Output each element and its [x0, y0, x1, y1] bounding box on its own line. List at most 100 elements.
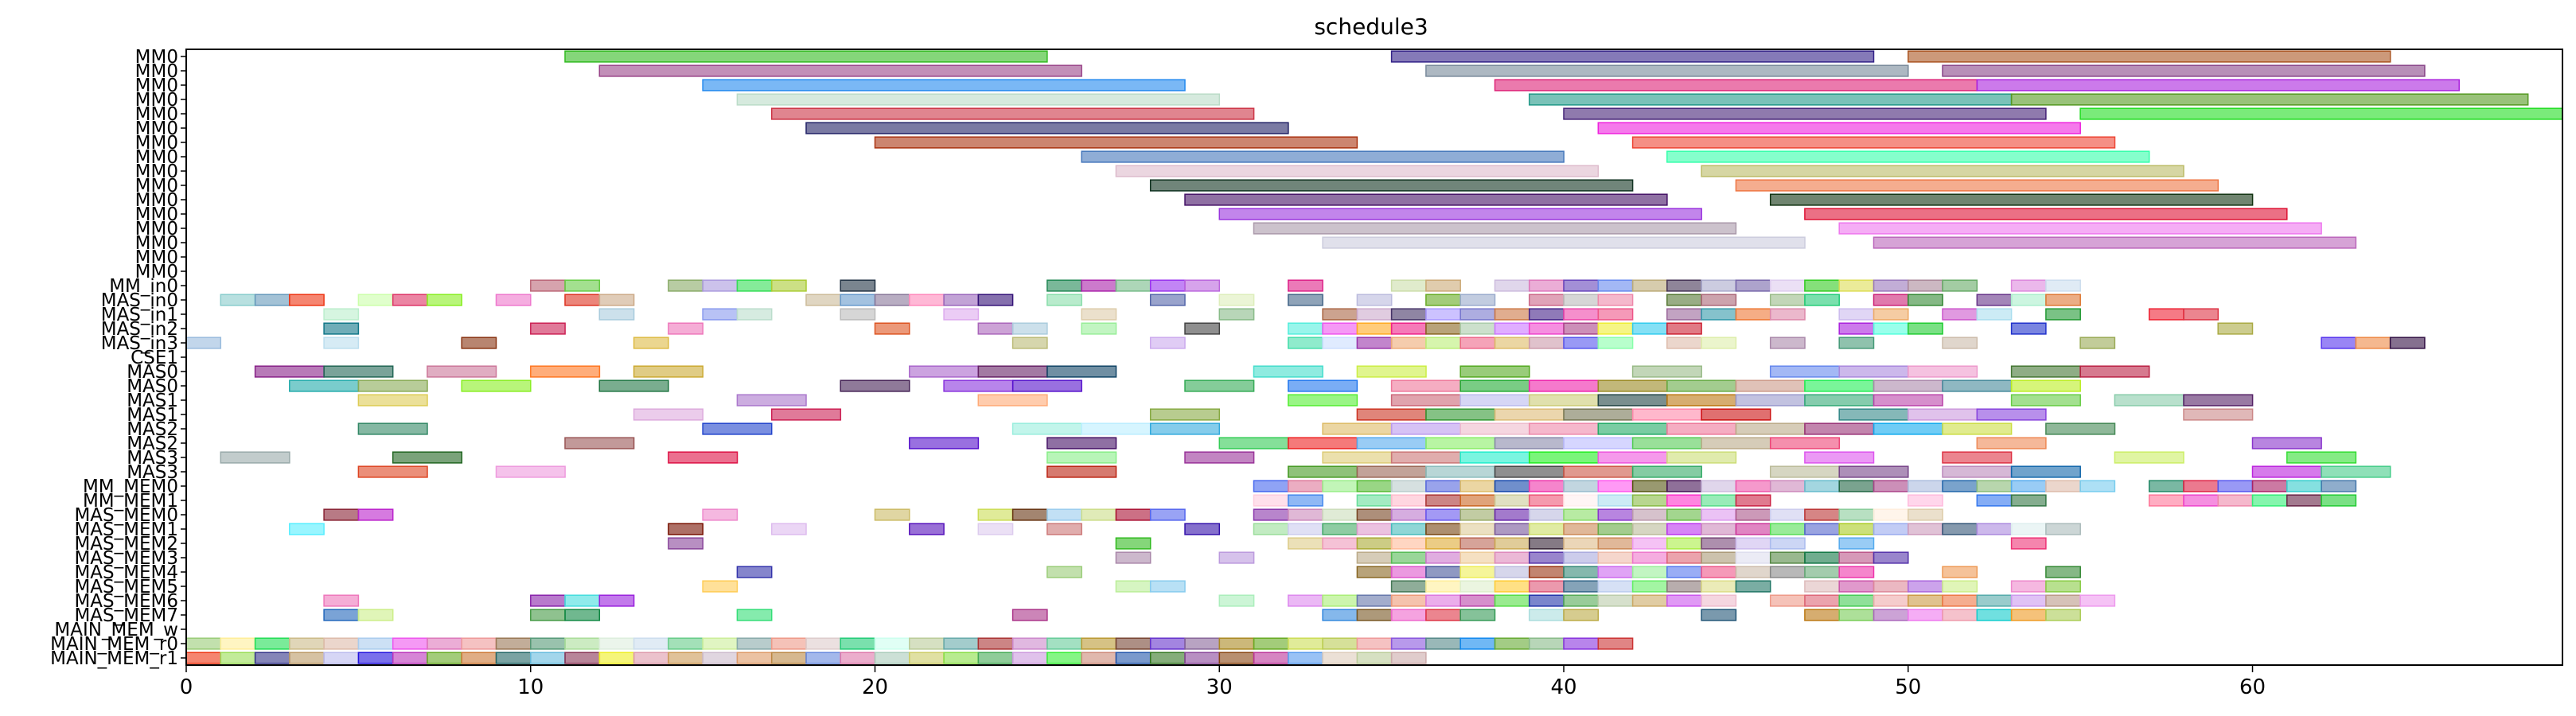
schedule-bar: [1666, 594, 1702, 607]
schedule-bar: [1873, 594, 1909, 607]
schedule-bar: [1597, 637, 1634, 650]
schedule-bar: [1838, 408, 1909, 421]
x-axis-ticks: 0 10 20 30 40 50 60: [180, 665, 2266, 699]
schedule-bar: [1563, 523, 1600, 535]
schedule-bar: [2217, 322, 2254, 335]
schedule-bar: [289, 652, 325, 664]
schedule-bar: [1011, 422, 1082, 435]
y-tick-label: MM0: [135, 90, 178, 111]
schedule-bar: [1081, 150, 1565, 163]
schedule-bar: [2217, 494, 2254, 507]
schedule-bar: [1494, 337, 1530, 349]
schedule-bar: [1322, 594, 1358, 607]
schedule-bar: [495, 652, 532, 664]
schedule-bar: [840, 279, 876, 292]
schedule-bar: [1494, 551, 1530, 564]
schedule-bar: [977, 523, 1014, 535]
schedule-bar: [1563, 551, 1600, 564]
schedule-bar: [495, 637, 532, 650]
schedule-bar: [1838, 222, 2322, 235]
schedule-bar: [564, 594, 601, 607]
schedule-bar: [1528, 637, 1565, 650]
schedule-bar: [1735, 551, 1771, 564]
schedule-bar: [461, 637, 497, 650]
schedule-bar: [1356, 408, 1427, 421]
schedule-bar: [1701, 551, 1737, 564]
schedule-bar: [1115, 508, 1152, 521]
schedule-bar: [1390, 637, 1427, 650]
schedule-bar: [1908, 508, 1943, 521]
schedule-bar: [1356, 508, 1393, 521]
schedule-bar: [254, 365, 325, 378]
schedule-bar: [1494, 566, 1530, 578]
schedule-bar: [2079, 337, 2116, 349]
schedule-bar: [1976, 308, 2013, 321]
schedule-bar: [1942, 451, 2013, 464]
y-tick-label: MAS_MEM5: [74, 577, 178, 597]
schedule-bar: [1563, 594, 1600, 607]
chart-title: schedule3: [1314, 14, 1428, 40]
schedule-bar: [1390, 379, 1461, 392]
schedule-bar: [1528, 508, 1565, 521]
schedule-bar: [598, 594, 635, 607]
schedule-bar: [1701, 494, 1737, 507]
schedule-bar: [1942, 308, 1978, 321]
schedule-bar: [220, 294, 256, 306]
schedule-bar: [1459, 294, 1496, 306]
schedule-bar: [2045, 480, 2081, 492]
schedule-bar: [702, 308, 739, 321]
schedule-bar: [1563, 308, 1600, 321]
y-tick-label: MAS1: [127, 391, 178, 411]
schedule-bar: [1804, 609, 1840, 621]
schedule-bar: [1425, 523, 1461, 535]
schedule-bar: [702, 637, 739, 650]
schedule-bar: [1011, 508, 1048, 521]
y-tick-label: MM0: [135, 104, 178, 125]
schedule-bar: [1459, 365, 1530, 378]
schedule-bar: [1976, 494, 2013, 507]
schedule-bar: [1218, 308, 1255, 321]
schedule-bar: [1390, 422, 1461, 435]
schedule-bar: [1873, 322, 1909, 335]
schedule-bar: [2251, 480, 2288, 492]
schedule-bar: [1425, 594, 1461, 607]
schedule-bar: [1597, 394, 1668, 407]
schedule-bar: [530, 322, 566, 335]
schedule-bar: [1838, 279, 1875, 292]
schedule-bar: [1769, 594, 1806, 607]
y-tick-label: MAS_in3: [101, 333, 178, 354]
schedule-bar: [874, 136, 1358, 149]
schedule-bar: [1563, 107, 2047, 120]
schedule-bar: [2010, 294, 2047, 306]
schedule-bar: [1149, 652, 1186, 664]
schedule-bar: [564, 652, 601, 664]
schedule-bar: [1356, 308, 1393, 321]
x-tick-label: 60: [2239, 675, 2266, 699]
schedule-bar: [1528, 294, 1565, 306]
schedule-bar: [1631, 136, 2116, 149]
schedule-bar: [1459, 337, 1496, 349]
schedule-bar: [2045, 609, 2081, 621]
schedule-bar: [2183, 408, 2254, 421]
schedule-bar: [1494, 308, 1530, 321]
schedule-bar: [564, 279, 601, 292]
schedule-bar: [1218, 637, 1255, 650]
schedule-bar: [1425, 308, 1461, 321]
schedule-bar: [1115, 580, 1152, 593]
schedule-bar: [1425, 508, 1461, 521]
schedule-bar: [1528, 279, 1565, 292]
schedule-bar: [1494, 408, 1565, 421]
schedule-bar: [1701, 566, 1737, 578]
schedule-bar: [1253, 365, 1323, 378]
schedule-bar: [1528, 337, 1565, 349]
schedule-bar: [1701, 537, 1737, 550]
schedule-bar: [805, 122, 1289, 134]
schedule-bar: [1218, 294, 1255, 306]
schedule-bar: [598, 379, 669, 392]
schedule-bar: [1804, 451, 1875, 464]
schedule-bar: [1528, 322, 1565, 335]
schedule-bar: [2079, 480, 2116, 492]
schedule-bar: [1873, 394, 1943, 407]
schedule-bar: [1528, 537, 1565, 550]
schedule-bar: [1149, 294, 1186, 306]
